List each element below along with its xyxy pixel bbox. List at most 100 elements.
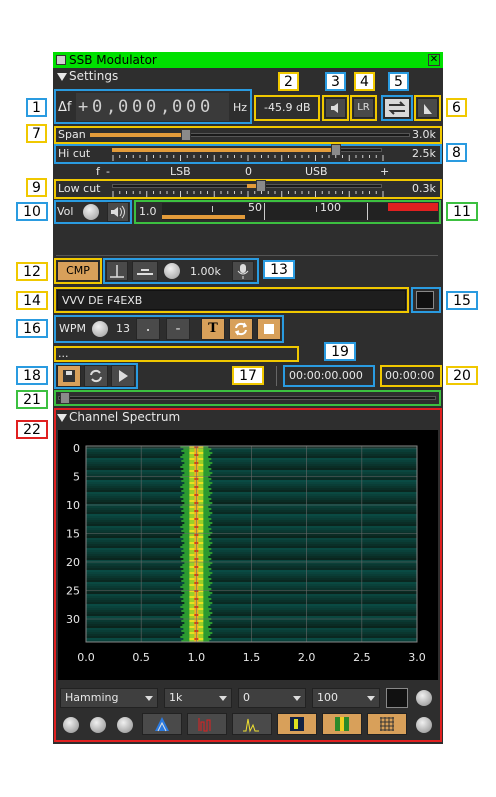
sideband-icon: [424, 104, 432, 114]
freq-digit[interactable]: 0: [186, 97, 197, 117]
refresh-knob[interactable]: [90, 717, 106, 733]
text-mode-button[interactable]: T: [201, 318, 225, 340]
y-tick-label: 20: [66, 556, 80, 569]
volume-knob[interactable]: [83, 204, 99, 220]
microphone-button[interactable]: [232, 261, 254, 281]
dot-button[interactable]: .: [136, 318, 160, 340]
file-position: 00:00:00.000: [289, 369, 363, 382]
freq-digit[interactable]: 0: [172, 97, 183, 117]
swap-button-box: [381, 95, 413, 121]
file-play-button[interactable]: [111, 365, 135, 387]
frequency-dial[interactable]: + 0 , 0 0 0 , 0 0 0: [76, 93, 229, 121]
cw-play-button[interactable]: [257, 318, 281, 340]
settings-section-header[interactable]: Settings: [57, 69, 118, 83]
lowcut-slider-fill: [247, 184, 261, 188]
file-length: 00:00:00: [385, 369, 435, 382]
hicut-label: Hi cut: [58, 147, 91, 160]
annotation-badge: 16: [16, 319, 48, 338]
file-seek-handle[interactable]: [60, 392, 70, 404]
fft-size-select[interactable]: 1k: [164, 688, 232, 708]
annotation-badge: 10: [16, 202, 48, 221]
colormap-button[interactable]: [322, 713, 362, 735]
annotation-badge: 3: [325, 72, 346, 91]
cw-clear-button[interactable]: [416, 291, 434, 309]
fft-window-select[interactable]: Hamming: [60, 688, 158, 708]
annotation-badge: 18: [16, 366, 48, 385]
binaural-lr-button[interactable]: LR: [353, 98, 374, 118]
cw-loop-button[interactable]: [229, 318, 253, 340]
compressor-button[interactable]: CMP: [57, 261, 99, 281]
wpm-knob[interactable]: [92, 321, 108, 337]
scale-f: f: [96, 165, 100, 178]
grid-intensity-knob[interactable]: [416, 717, 432, 733]
current-spectrum-button[interactable]: [187, 713, 227, 735]
decay-knob[interactable]: [416, 690, 432, 706]
span-slider-handle[interactable]: [181, 129, 191, 141]
play-icon: [119, 370, 128, 382]
x-tick-label: 1.0: [188, 651, 206, 664]
freq-digit[interactable]: 0: [132, 97, 143, 117]
save-file-icon: [63, 370, 75, 382]
freq-digit[interactable]: 0: [200, 97, 211, 117]
spectrum-section-header[interactable]: Channel Spectrum: [57, 410, 180, 424]
max-hold-icon: [155, 717, 169, 732]
lowcut-row-box: [54, 179, 442, 199]
freq-sign[interactable]: +: [78, 97, 89, 117]
stroke-knob[interactable]: [117, 717, 133, 733]
max-hold-button[interactable]: [142, 713, 182, 735]
annotation-badge: 21: [16, 390, 48, 409]
channel-swap-button[interactable]: [384, 98, 410, 118]
y-tick-label: 5: [73, 471, 80, 484]
span-row-box: [54, 126, 442, 144]
title-bar[interactable]: SSB Modulator ✕: [53, 52, 443, 68]
morse-key-button[interactable]: [132, 261, 158, 281]
tone-frequency-value: 1.00k: [190, 265, 221, 278]
spectrum-display[interactable]: 0.0 0.5 1.0 1.5 2.0 2.5 3.0 0 5 10 15 20 25 30: [58, 430, 438, 680]
x-tick-label: 2.0: [298, 651, 316, 664]
freq-digit[interactable]: 0: [118, 97, 129, 117]
freq-digit[interactable]: 0: [146, 97, 157, 117]
freq-digit[interactable]: 0: [92, 97, 103, 117]
waterfall-button[interactable]: [277, 713, 317, 735]
tone-frequency-knob[interactable]: [164, 263, 180, 279]
annotation-badge: 1: [26, 98, 47, 117]
annotation-badge: 19: [324, 342, 356, 361]
histogram-button[interactable]: [232, 713, 272, 735]
audio-mute-button[interactable]: [325, 98, 346, 118]
cw-text-box: [54, 287, 409, 313]
colormap-icon: [335, 717, 349, 731]
audio-feedback-button[interactable]: [107, 202, 129, 222]
annotation-badge: 15: [446, 291, 478, 310]
ref-level-value: 0: [243, 691, 250, 704]
tone-button[interactable]: [106, 261, 128, 281]
close-icon[interactable]: ✕: [428, 54, 440, 66]
checkbox-icon[interactable]: [56, 55, 66, 65]
file-loop-button[interactable]: [84, 365, 108, 387]
waterfall-plot[interactable]: 0.0 0.5 1.0 1.5 2.0 2.5 3.0 0 5 10 15 20 25 30: [58, 430, 438, 680]
usb-lsb-toggle[interactable]: [417, 98, 438, 118]
fft-window-value: Hamming: [65, 691, 119, 704]
range-select[interactable]: 100: [312, 688, 380, 708]
file-seek-box: [54, 390, 441, 406]
annotation-badge: 9: [26, 178, 47, 197]
chevron-down-icon: [145, 696, 153, 701]
lowcut-slider-handle[interactable]: [255, 180, 266, 192]
averaging-knob[interactable]: [63, 717, 79, 733]
dash-button[interactable]: -: [166, 318, 190, 340]
mode-button-box: [414, 95, 441, 121]
mute-button-box: [322, 95, 349, 121]
file-seek-track[interactable]: [58, 396, 436, 400]
cmp-box: [54, 258, 102, 284]
color-button[interactable]: [386, 688, 408, 708]
volume-label: Vol: [57, 205, 74, 218]
open-file-button[interactable]: [57, 365, 81, 387]
cw-controls-group: [54, 315, 284, 343]
cw-text-input[interactable]: [57, 290, 406, 310]
lowcut-ticks: [112, 191, 384, 197]
waterfall-icon: [290, 717, 304, 731]
morse-key-icon: [137, 269, 153, 275]
ref-level-select[interactable]: 0: [238, 688, 306, 708]
spectrum-red-icon: [198, 718, 211, 732]
grid-button[interactable]: [367, 713, 407, 735]
lr-button-box: [350, 95, 377, 121]
